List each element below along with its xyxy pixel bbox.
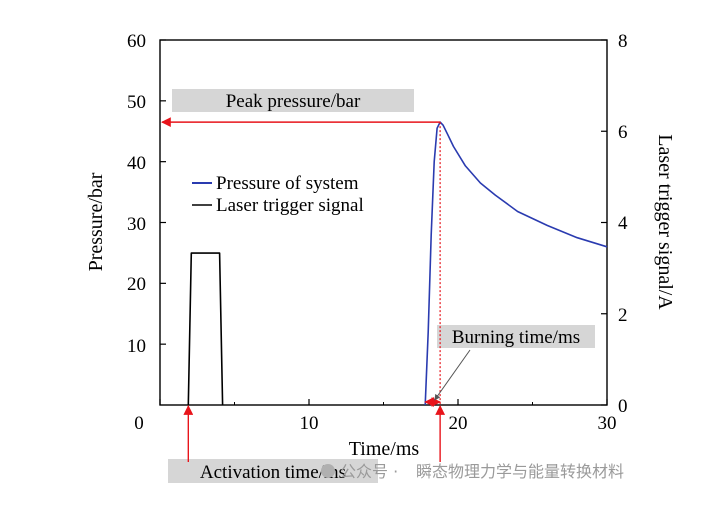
y-left-tick-label: 60 <box>127 31 146 52</box>
x-tick-label: 10 <box>300 413 319 434</box>
burning-time-label: Burning time/ms <box>452 327 580 348</box>
pressure-series-line <box>424 121 608 406</box>
x-tick-label: 20 <box>449 413 468 434</box>
watermark-prefix: 公众号 · <box>340 462 398 481</box>
x-tick-label: 0 <box>134 413 144 434</box>
y-right-tick-label: 0 <box>618 396 628 417</box>
peak-label-bg <box>172 89 414 112</box>
y-left-tick-label: 40 <box>127 153 146 174</box>
legend-label-laser: Laser trigger signal <box>216 195 364 216</box>
y-left-tick-label: 10 <box>127 336 146 357</box>
annotation-layer <box>161 117 471 462</box>
x-axis-title: Time/ms <box>349 438 420 460</box>
burning-label-bg <box>437 325 595 348</box>
y-right-tick-label: 6 <box>618 122 628 143</box>
y-left-tick-label: 20 <box>127 274 146 295</box>
legend-label-pressure: Pressure of system <box>216 173 359 194</box>
series-layer <box>187 121 608 406</box>
y-left-tick-label: 30 <box>127 214 146 235</box>
watermark: 公众号 · 瞬态物理力学与能量转换材料 <box>321 462 624 481</box>
y-right-tick-label: 2 <box>618 305 628 326</box>
legend: Pressure of system Laser trigger signal <box>192 173 364 216</box>
peak-pressure-label: Peak pressure/bar <box>226 91 361 112</box>
burning-time-leader <box>434 349 471 401</box>
laser-signal-line <box>187 252 224 406</box>
y-left-axis-title: Pressure/bar <box>85 172 107 271</box>
axis-ticks <box>159 39 608 406</box>
y-right-tick-label: 4 <box>618 213 628 234</box>
y-right-axis-title: Laser trigger signal/A <box>654 134 676 310</box>
activation-label-bg <box>168 459 378 483</box>
activation-time-label: Activation time/ms <box>200 462 346 483</box>
y-right-tick-label: 8 <box>618 31 628 52</box>
y-left-tick-label: 50 <box>127 92 146 113</box>
x-tick-label: 30 <box>598 413 617 434</box>
watermark-text: 瞬态物理力学与能量转换材料 <box>416 462 624 481</box>
wechat-icon <box>321 464 335 478</box>
